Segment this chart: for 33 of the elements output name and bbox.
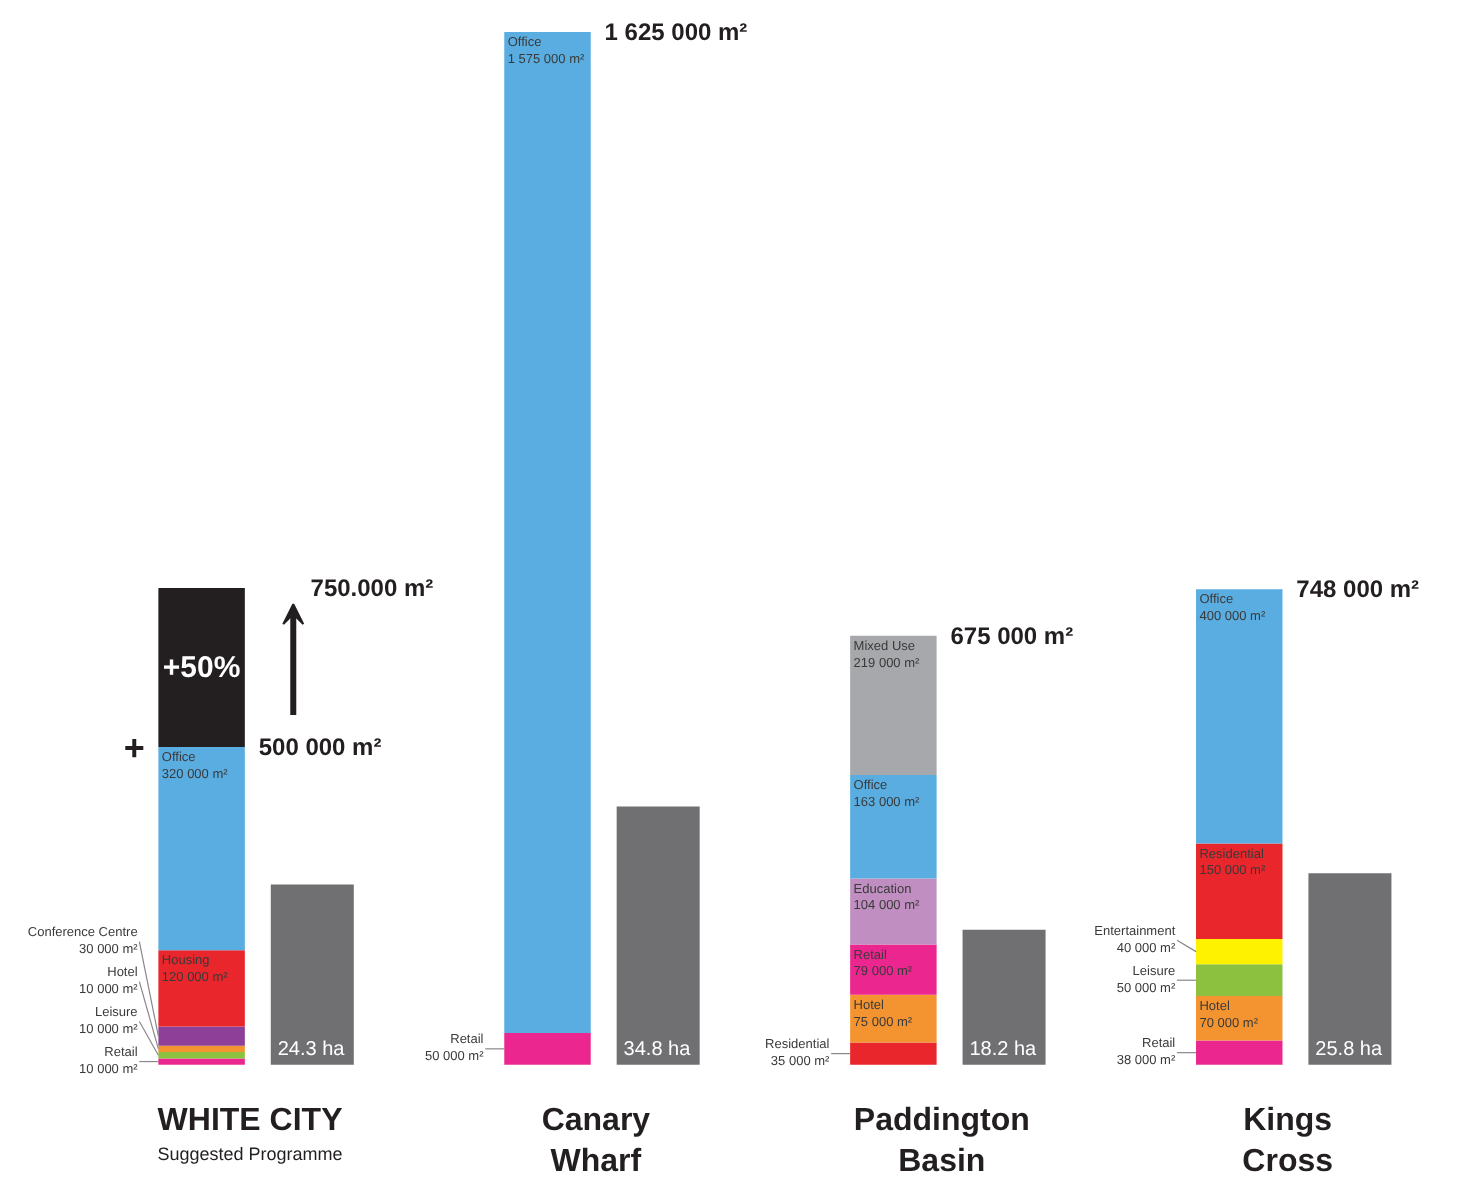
bar [158,1026,245,1046]
text: Suggested Programme [157,1143,343,1164]
annotation: 1 625 000 m² [604,17,748,46]
x-tick-label: WHITE CITY [157,1103,344,1138]
x-tick-label: Canary Wharf [541,1103,651,1179]
x-tick-label: Kings Cross [1242,1103,1334,1179]
annotation: + [123,727,145,768]
bar [850,635,937,775]
bar [1196,938,1283,965]
bar [158,950,245,1027]
bar [270,884,354,1065]
bar [850,878,937,945]
bar [158,746,245,951]
annotation: 500 000 m² [258,732,382,761]
bar [1196,589,1283,844]
data-label: 24.3 ha [277,1038,346,1061]
bar [158,1058,245,1065]
data-label: 18.2 ha [969,1038,1038,1061]
bar [1308,873,1392,1065]
bar [1196,1040,1283,1065]
annotation: 750.000 m² [310,574,434,603]
data-label: 25.8 ha [1315,1038,1383,1061]
annotation: 675 000 m² [950,621,1074,650]
bar [504,1032,591,1065]
annotation: +50% [162,650,241,685]
bar [616,806,700,1065]
annotation: 748 000 m² [1296,575,1420,604]
bar [1196,843,1283,939]
x-tick-label: Paddington Basin [853,1103,1030,1179]
bar [962,929,1046,1065]
bar [158,588,245,747]
bar [1196,964,1283,997]
data-label: 34.8 ha [623,1038,692,1061]
